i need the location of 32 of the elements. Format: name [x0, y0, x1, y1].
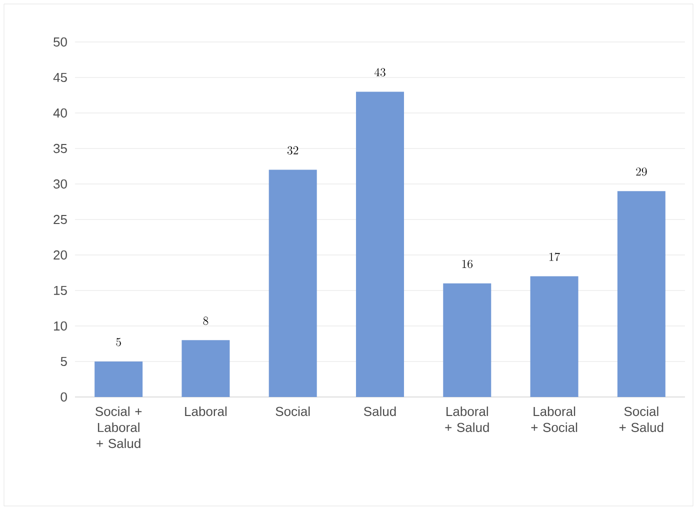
- bar: [443, 283, 492, 397]
- y-tick-label: 0: [60, 392, 67, 402]
- x-tick-label: Salud: [364, 406, 396, 416]
- bar: [356, 92, 404, 397]
- bar: [268, 170, 317, 397]
- bar: [94, 361, 143, 397]
- y-tick-label: 30: [54, 179, 67, 189]
- y-tick-label: 5: [60, 356, 67, 366]
- y-tick-label: 20: [54, 250, 67, 260]
- y-tick-label: 40: [53, 108, 67, 118]
- data-label: 32: [287, 146, 298, 155]
- y-tick-label: 15: [54, 286, 67, 296]
- data-label: 29: [636, 168, 647, 176]
- y-tick-label: 25: [54, 214, 67, 224]
- data-label: 5: [116, 338, 121, 346]
- y-tick-label: 45: [53, 72, 67, 82]
- y-tick-label: 35: [54, 144, 67, 154]
- x-tick-label: Social + Salud: [619, 406, 664, 432]
- data-label: 43: [374, 68, 386, 76]
- bar: [617, 191, 666, 397]
- x-tick-label: Laboral + Salud: [445, 406, 489, 432]
- data-label: 17: [550, 252, 560, 262]
- x-tick-label: Social + Laboral + Salud: [96, 406, 142, 448]
- x-tick-label: Laboral: [185, 406, 227, 416]
- bar: [530, 276, 578, 397]
- data-label: 8: [203, 316, 208, 325]
- x-tick-label: Laboral + Social: [531, 406, 578, 432]
- x-tick-label: Social: [276, 406, 310, 416]
- y-tick-label: 50: [54, 37, 67, 47]
- y-tick-label: 10: [54, 321, 67, 331]
- data-label: 16: [462, 260, 473, 268]
- bar: [182, 340, 230, 397]
